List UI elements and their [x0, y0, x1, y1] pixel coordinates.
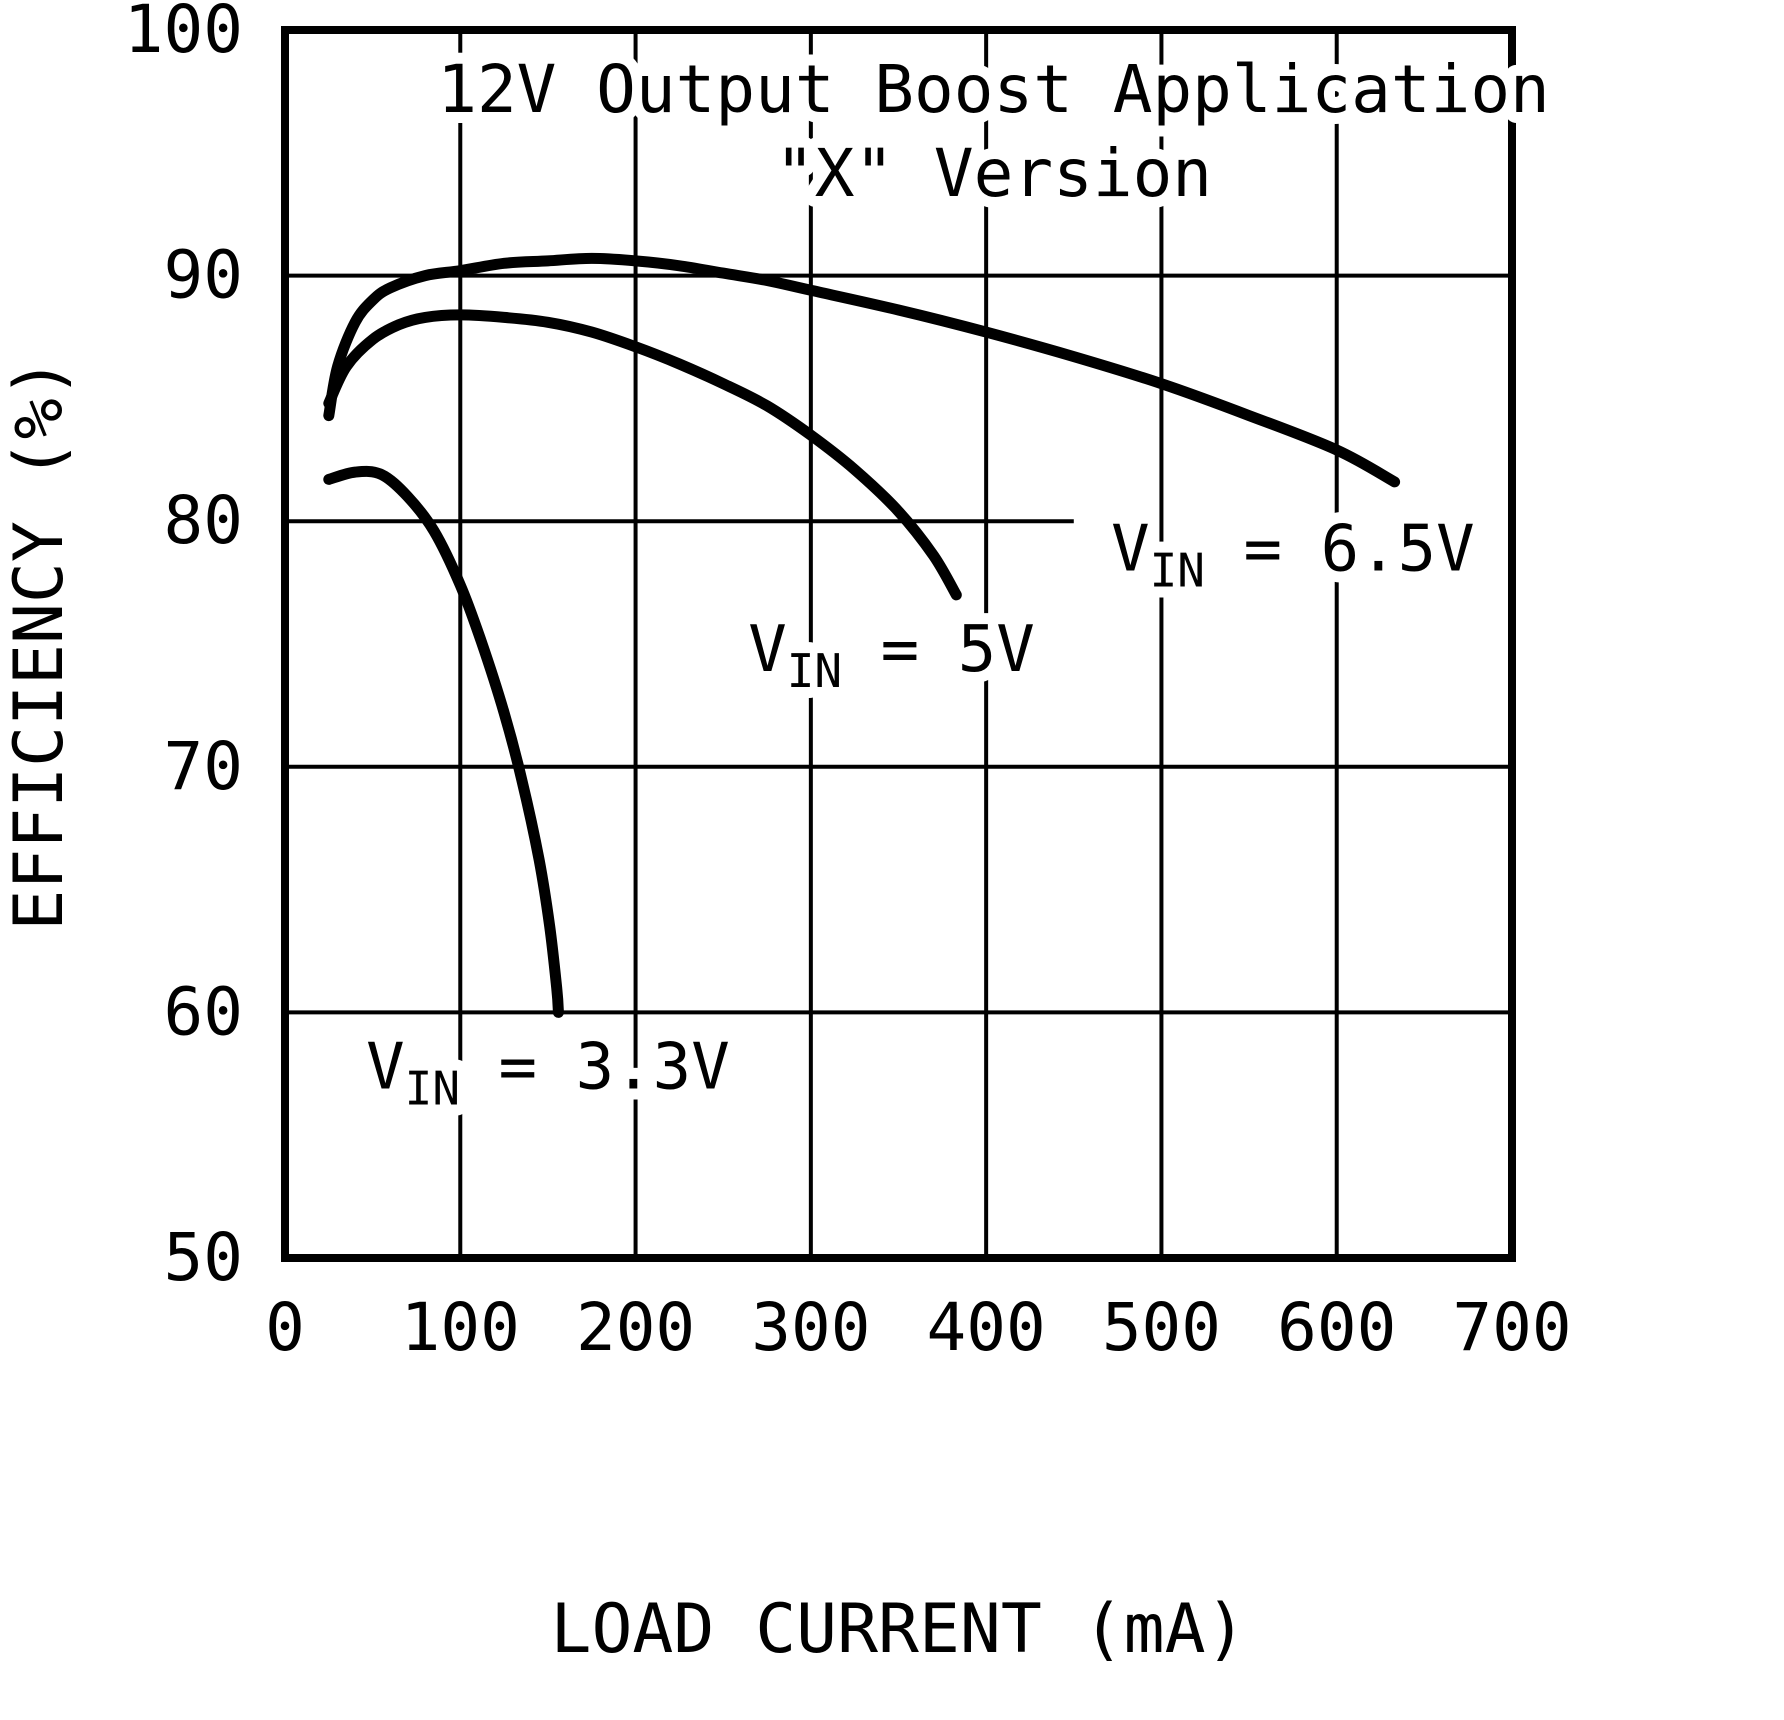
- y-axis-title: EFFICIENCY (%): [0, 357, 79, 930]
- y-tick-label-50: 50: [164, 1219, 243, 1296]
- y-tick-label-70: 70: [164, 728, 243, 805]
- curve-series-2: [323, 465, 564, 1018]
- x-tick-label-600: 600: [1277, 1289, 1396, 1366]
- x-tick-label-700: 700: [1452, 1289, 1571, 1366]
- curve-series-0: [323, 252, 1401, 488]
- plot-frame: [281, 26, 1516, 1262]
- chart-title: 12V Output Boost Application: [437, 51, 1550, 128]
- y-tick-label-80: 80: [164, 482, 243, 559]
- x-tick-label-500: 500: [1102, 1289, 1221, 1366]
- x-tick-label-200: 200: [576, 1289, 695, 1366]
- x-axis-title: LOAD CURRENT (mA): [551, 1590, 1247, 1669]
- y-tick-label-100: 100: [124, 0, 243, 68]
- chart-subtitle: "X" Version: [775, 135, 1212, 212]
- series-label-1: VIN = 5V: [748, 613, 1035, 698]
- curve-series-1: [323, 309, 962, 601]
- y-tick-label-60: 60: [164, 973, 243, 1050]
- series-label-0: VIN = 6.5V: [1111, 512, 1475, 597]
- x-tick-label-100: 100: [401, 1289, 520, 1366]
- x-tick-label-300: 300: [751, 1289, 870, 1366]
- series-label-2: VIN = 3.3V: [366, 1031, 730, 1116]
- y-tick-label-90: 90: [164, 237, 243, 314]
- x-tick-label-0: 0: [265, 1289, 305, 1366]
- x-tick-label-400: 400: [927, 1289, 1046, 1366]
